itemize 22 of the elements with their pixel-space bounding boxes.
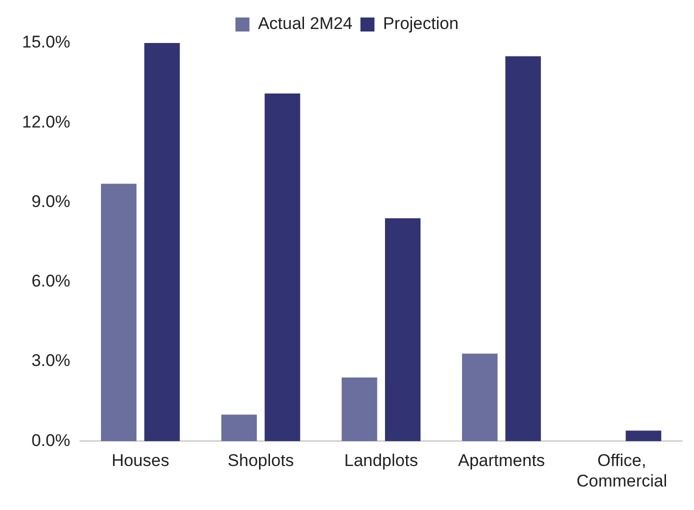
x-tick-label: Apartments	[458, 451, 545, 470]
x-tick-label: Houses	[112, 451, 170, 470]
y-tick-label: 15.0%	[22, 32, 70, 52]
bar	[505, 56, 541, 442]
y-tick-label: 0.0%	[31, 430, 70, 450]
y-tick-label: 3.0%	[31, 351, 70, 370]
bar	[221, 414, 257, 442]
bar	[264, 93, 300, 442]
bar	[385, 218, 421, 442]
x-tick-label: Shoplots	[228, 451, 294, 470]
y-tick-label: 9.0%	[31, 192, 70, 211]
y-tick-label: 6.0%	[31, 272, 70, 291]
bar	[342, 377, 378, 442]
y-tick-label: 12.0%	[22, 112, 70, 132]
bar	[626, 430, 662, 442]
bar	[100, 184, 136, 442]
x-tick-label: Office, Commercial	[576, 451, 668, 490]
legend-label: Actual 2M24	[258, 14, 352, 34]
bar	[462, 354, 498, 442]
x-tick-label: Landplots	[344, 451, 418, 470]
bar	[144, 43, 180, 442]
legend-label: Projection	[382, 14, 459, 34]
